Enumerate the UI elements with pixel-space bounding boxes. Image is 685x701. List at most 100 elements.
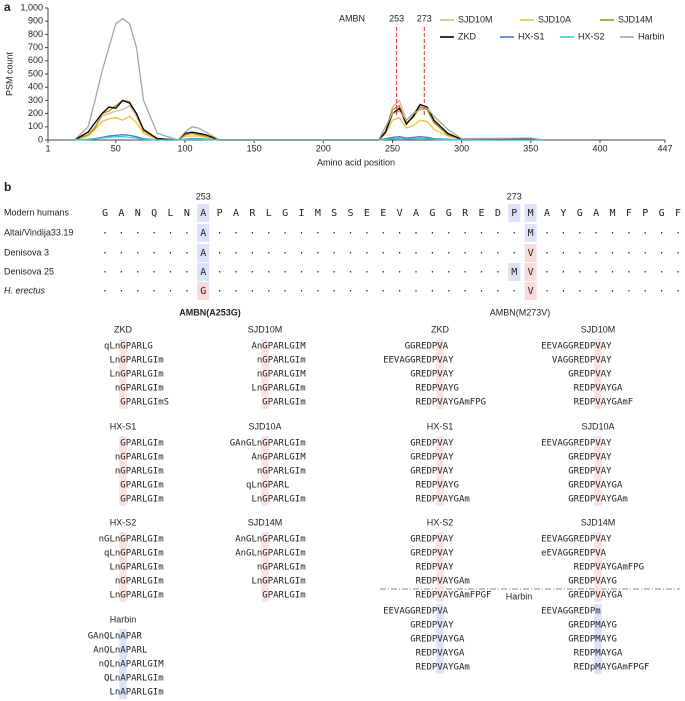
residue: · bbox=[544, 267, 550, 278]
residue: · bbox=[118, 248, 124, 259]
position-label: 273 bbox=[507, 191, 522, 201]
peptide: REDPVAYGAm bbox=[416, 495, 470, 505]
residue: · bbox=[315, 248, 321, 259]
sample-label: Harbin bbox=[506, 591, 533, 601]
peptide: EEVAGGREDPm bbox=[541, 607, 601, 617]
residue: · bbox=[282, 228, 288, 239]
residue: · bbox=[609, 228, 615, 239]
residue: · bbox=[135, 228, 141, 239]
residue: · bbox=[642, 267, 648, 278]
residue: · bbox=[462, 267, 468, 278]
y-tick-label: 700 bbox=[28, 42, 43, 52]
peptide: REDPVAYGAmF bbox=[574, 398, 634, 408]
residue: · bbox=[331, 248, 337, 259]
peptide: REDPVAYGA bbox=[574, 384, 623, 394]
residue: · bbox=[479, 267, 485, 278]
variant-band bbox=[119, 436, 127, 506]
residue: A bbox=[118, 208, 124, 219]
residue: A bbox=[413, 208, 419, 219]
residue: · bbox=[135, 286, 141, 297]
residue: D bbox=[495, 208, 501, 219]
sample-label: HX-S1 bbox=[110, 421, 137, 431]
residue: · bbox=[675, 286, 681, 297]
residue: · bbox=[642, 228, 648, 239]
residue: · bbox=[593, 248, 599, 259]
annotation: AMBN bbox=[339, 13, 365, 23]
peptide: AnGLnGPARLGIm bbox=[235, 549, 305, 559]
residue: · bbox=[577, 267, 583, 278]
peptide: GPARLGIm bbox=[262, 591, 305, 601]
residue: E bbox=[479, 208, 485, 219]
series-line bbox=[74, 99, 545, 141]
sample-label: ZKD bbox=[431, 324, 450, 334]
residue: · bbox=[659, 228, 665, 239]
residue-highlight bbox=[197, 224, 210, 242]
variant-band bbox=[594, 436, 602, 506]
residue: · bbox=[626, 267, 632, 278]
x-tick-label: 400 bbox=[592, 143, 607, 153]
residue: · bbox=[298, 286, 304, 297]
residue: · bbox=[495, 248, 501, 259]
residue: · bbox=[544, 286, 550, 297]
residue: · bbox=[266, 286, 272, 297]
legend-label: SJD10A bbox=[538, 14, 571, 24]
residue: · bbox=[315, 228, 321, 239]
residue: R bbox=[249, 208, 256, 219]
residue: · bbox=[135, 267, 141, 278]
peptide: GREDPVAY bbox=[568, 370, 612, 380]
peptide: GREDPMAYG bbox=[568, 621, 617, 631]
residue: · bbox=[348, 267, 354, 278]
x-tick-label: 50 bbox=[111, 143, 121, 153]
x-tick-label: 300 bbox=[454, 143, 469, 153]
peptide: GREDPVAY bbox=[568, 467, 612, 477]
peptide: GPARLGIm bbox=[120, 439, 163, 449]
peptide: GREDPVAYGA bbox=[410, 635, 465, 645]
residue: · bbox=[167, 267, 173, 278]
residue: · bbox=[249, 228, 255, 239]
peptide: GPARLGImS bbox=[120, 398, 169, 408]
peptide: nQLnAPARLGIM bbox=[99, 660, 165, 670]
residue: · bbox=[429, 248, 435, 259]
residue: Q bbox=[151, 208, 157, 219]
residue: · bbox=[217, 228, 223, 239]
panel-label: b bbox=[4, 180, 11, 194]
residue: · bbox=[609, 267, 615, 278]
residue: · bbox=[380, 267, 386, 278]
residue: · bbox=[429, 286, 435, 297]
residue: M bbox=[609, 208, 615, 219]
spectra-title: AMBN(M273V) bbox=[490, 307, 551, 317]
peptide: EEVAGGREDPVAY bbox=[383, 356, 454, 366]
sample-label: SJD14M bbox=[581, 517, 616, 527]
residue-highlight bbox=[524, 224, 537, 242]
peptide: nGPARLGIm bbox=[257, 563, 306, 573]
residue: A bbox=[200, 267, 206, 278]
residue: · bbox=[413, 286, 419, 297]
peptide: nGPARLGIm bbox=[257, 467, 306, 477]
peptide: REDPVAYGAm bbox=[416, 663, 470, 673]
residue: · bbox=[446, 267, 452, 278]
peptide: GREDPVAY bbox=[410, 535, 454, 545]
residue: · bbox=[462, 286, 468, 297]
position-label: 253 bbox=[196, 191, 211, 201]
peptide: REDPVAYG bbox=[416, 481, 459, 491]
peptide: GREDPMAYG bbox=[568, 635, 617, 645]
sample-label: ZKD bbox=[114, 324, 133, 334]
peptide: GREDPVAY bbox=[410, 621, 454, 631]
residue: · bbox=[151, 267, 157, 278]
y-tick-label: 800 bbox=[28, 29, 43, 39]
residue: · bbox=[642, 286, 648, 297]
residue-highlight bbox=[197, 244, 210, 262]
variant-band bbox=[594, 532, 602, 602]
peptide: nGPARLGIM bbox=[257, 370, 306, 380]
residue: L bbox=[167, 208, 173, 219]
peptide: nGPARLGIm bbox=[115, 467, 164, 477]
residue: I bbox=[298, 208, 304, 219]
residue: G bbox=[446, 208, 452, 219]
peptide: LnGPARLGIm bbox=[251, 384, 305, 394]
x-tick-label: 250 bbox=[385, 143, 400, 153]
residue: · bbox=[118, 228, 124, 239]
series-line bbox=[74, 115, 545, 141]
peptide: GREDPVAY bbox=[410, 453, 454, 463]
variant-band bbox=[436, 339, 444, 409]
y-tick-label: 200 bbox=[28, 108, 43, 118]
